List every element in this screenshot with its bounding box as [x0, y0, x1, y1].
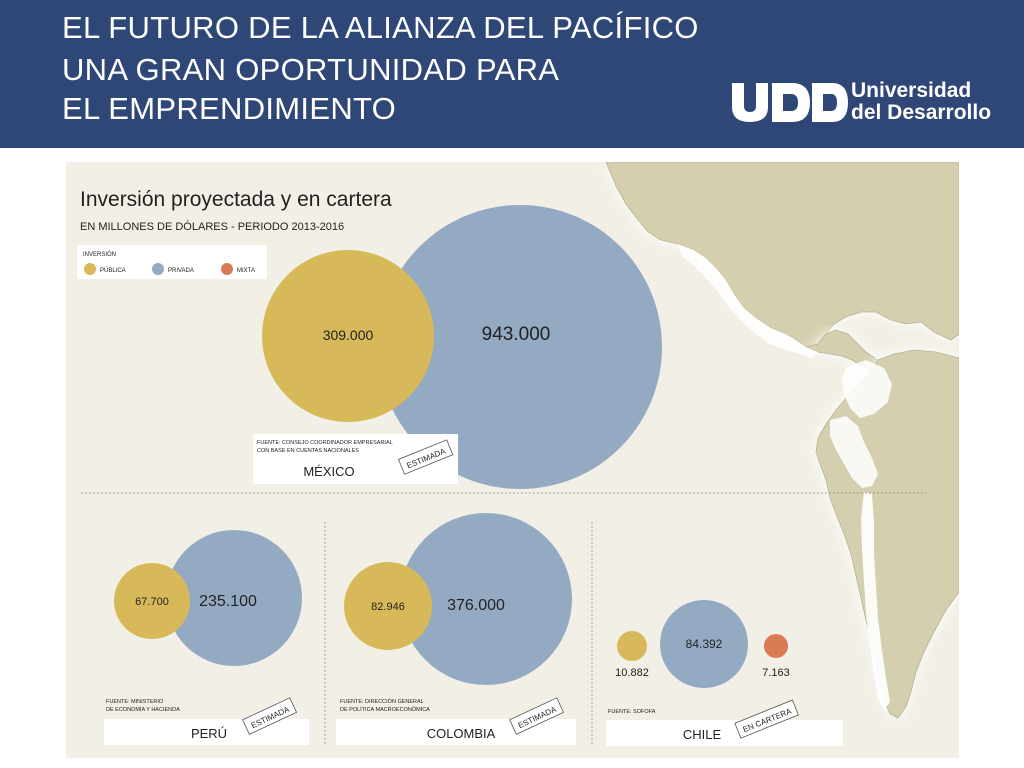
colombia-source-line-1: FUENTE: DIRECCIÓN GENERAL: [340, 698, 424, 705]
country-group-colombia: 376.000 82.946 FUENTE: DIRECCIÓN GENERAL…: [336, 513, 576, 745]
bubble-colombia-publica: [344, 562, 432, 650]
slide-header: EL FUTURO DE LA ALIANZA DEL PACÍFICO UNA…: [0, 0, 1024, 148]
country-group-chile: 10.882 84.392 7.163 FUENTE: SOFOFA CHILE…: [606, 600, 843, 746]
country-name-chile: CHILE: [683, 727, 722, 742]
legend-title: INVERSIÓN: [83, 251, 116, 258]
peru-label-box: [104, 719, 309, 745]
country-name-colombia: COLOMBIA: [427, 726, 496, 741]
legend-label-mixta: MIXTA: [237, 268, 255, 274]
infographic-panel: Inversión proyectada y en cartera EN MIL…: [66, 162, 959, 758]
bubble-chile-mixta: [764, 634, 788, 658]
logo-text-line-1: Universidad: [851, 79, 972, 102]
slide-title-line-2: UNA GRAN OPORTUNIDAD PARA: [62, 52, 560, 87]
legend-label-publica: PÚBLICA: [100, 267, 126, 274]
legend-swatch-mixta: [221, 263, 233, 275]
value-label-peru-privada: 235.100: [199, 593, 257, 610]
value-label-mexico-publica: 309.000: [323, 327, 374, 343]
legend-box: [77, 245, 267, 279]
country-name-peru: PERÚ: [191, 726, 227, 741]
value-label-mexico-privada: 943.000: [482, 324, 551, 345]
value-label-chile-mixta: 7.163: [762, 667, 790, 679]
chile-source-line-1: FUENTE: SOFOFA: [608, 709, 656, 715]
country-group-mexico: 943.000 309.000 FUENTE: CONSEJO COORDINA…: [253, 205, 662, 489]
south-america-land: [815, 349, 959, 719]
bubble-mexico-publica: [262, 250, 434, 422]
colombia-highlight: [842, 360, 892, 418]
legend: INVERSIÓN PÚBLICA PRIVADA MIXTA: [77, 245, 267, 279]
bubble-colombia-privada: [400, 513, 572, 685]
country-name-mexico: MÉXICO: [303, 464, 354, 479]
chart-subtitle: EN MILLONES DE DÓLARES - PERIODO 2013-20…: [80, 220, 344, 233]
value-label-chile-privada: 84.392: [686, 637, 723, 651]
colombia-source-line-2: DE POLÍTICA MACROECONÓMICA: [340, 706, 430, 713]
peru-source-line-2: DE ECONOMÍA Y HACIENDA: [106, 706, 180, 713]
bubble-chile-publica: [617, 631, 647, 661]
chile-label-box: [606, 720, 843, 746]
bubble-mexico-privada: [378, 205, 662, 489]
country-group-peru: 235.100 67.700 FUENTE: MINISTERIO DE ECO…: [104, 530, 309, 745]
bubble-peru-publica: [114, 563, 190, 639]
value-label-colombia-publica: 82.946: [371, 601, 405, 613]
mexico-highlight: [678, 244, 818, 358]
bubble-chile-privada: [660, 600, 748, 688]
mexico-source-line-2: CON BASE EN CUENTAS NACIONALES: [257, 448, 359, 454]
infographic-svg: Inversión proyectada y en cartera EN MIL…: [77, 162, 959, 746]
slide-title-line-1: EL FUTURO DE LA ALIANZA DEL PACÍFICO: [62, 10, 699, 45]
peru-highlight: [830, 416, 878, 488]
mexico-source-line-1: FUENTE: CONSEJO COORDINADOR EMPRESARIAL: [257, 440, 393, 446]
peru-source-line-1: FUENTE: MINISTERIO: [106, 699, 164, 705]
americas-map: [605, 162, 959, 719]
chart-title: Inversión proyectada y en cartera: [80, 188, 392, 211]
value-label-colombia-privada: 376.000: [447, 597, 505, 614]
legend-label-privada: PRIVADA: [168, 268, 194, 274]
value-label-peru-publica: 67.700: [135, 596, 169, 608]
legend-swatch-privada: [152, 263, 164, 275]
value-label-chile-publica: 10.882: [615, 667, 649, 679]
legend-swatch-publica: [84, 263, 96, 275]
chile-highlight: [861, 492, 890, 710]
slide-title-line-3: EL EMPRENDIMIENTO: [62, 91, 397, 126]
udd-logo: Universidad del Desarrollo: [730, 80, 1010, 126]
udd-logo-mark: [732, 83, 848, 122]
bubble-peru-privada: [166, 530, 302, 666]
logo-text-line-2: del Desarrollo: [851, 101, 992, 124]
